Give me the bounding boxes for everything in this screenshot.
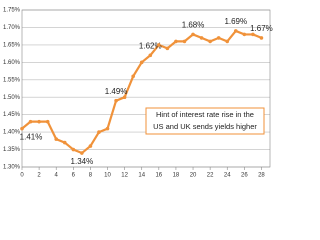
marker (131, 74, 135, 79)
data-label: 1.41% (20, 133, 43, 142)
marker (139, 60, 144, 65)
marker (97, 130, 101, 134)
data-label: 1.67% (250, 24, 273, 33)
marker (251, 32, 255, 37)
marker (242, 32, 247, 37)
annotation: US and UK sends yields higher (153, 122, 257, 131)
x-tick-label: 12 (121, 173, 128, 179)
marker (157, 43, 161, 47)
annotation-box (145, 107, 265, 135)
chart: Hint of interest rate rise in the US and… (3, 8, 273, 179)
y-tick-label: 1.60% (3, 60, 21, 66)
x-tick-label: 24 (224, 173, 231, 179)
data-label: 1.49% (105, 87, 128, 96)
marker (208, 39, 212, 44)
annotation: Hint of interest rate rise in the (156, 110, 254, 119)
y-tick-label: 1.50% (3, 95, 21, 101)
marker (28, 119, 33, 124)
marker (225, 39, 230, 44)
x-tick-label: 8 (89, 173, 93, 179)
y-tick-label: 1.55% (3, 77, 21, 83)
y-tick-label: 1.45% (3, 112, 21, 118)
marker (20, 126, 24, 131)
y-tick-label: 1.70% (3, 25, 21, 31)
marker (88, 144, 93, 148)
plot-border (21, 9, 271, 168)
x-tick-label: 6 (72, 173, 76, 179)
marker (45, 119, 50, 124)
marker (80, 151, 84, 155)
marker (199, 36, 204, 40)
marker (122, 95, 127, 100)
marker (54, 137, 59, 141)
marker (105, 126, 110, 131)
marker (259, 36, 264, 40)
x-tick-label: 4 (55, 173, 59, 179)
x-tick-label: 2 (37, 173, 41, 179)
marker (216, 36, 221, 40)
marker (182, 39, 187, 44)
x-tick-label: 18 (173, 173, 180, 179)
x-tick-label: 14 (138, 173, 145, 179)
marker (174, 39, 178, 44)
x-tick-label: 20 (190, 173, 197, 179)
marker (62, 140, 67, 145)
marker (114, 98, 118, 103)
marker (148, 53, 153, 58)
x-tick-label: 28 (258, 173, 265, 179)
marker (37, 119, 41, 124)
y-tick-label: 1.40% (3, 130, 21, 136)
x-tick-label: 26 (241, 173, 248, 179)
data-label: 1.69% (224, 17, 247, 26)
x-tick-label: 10 (104, 173, 111, 179)
y-tick-label: 1.35% (3, 147, 21, 153)
marker (233, 29, 238, 33)
y-tick-label: 1.75% (3, 8, 21, 14)
x-tick-label: 16 (155, 173, 162, 179)
y-tick-label: 1.65% (3, 42, 21, 48)
data-label: 1.62% (139, 41, 162, 50)
marker (71, 147, 76, 152)
marker (191, 32, 195, 37)
y-tick-label: 1.30% (3, 165, 21, 171)
data-label: 1.34% (71, 157, 94, 166)
x-tick-label: 22 (207, 173, 214, 179)
marker (165, 46, 170, 51)
x-tick-label: 0 (20, 173, 24, 179)
data-label: 1.68% (182, 21, 205, 30)
